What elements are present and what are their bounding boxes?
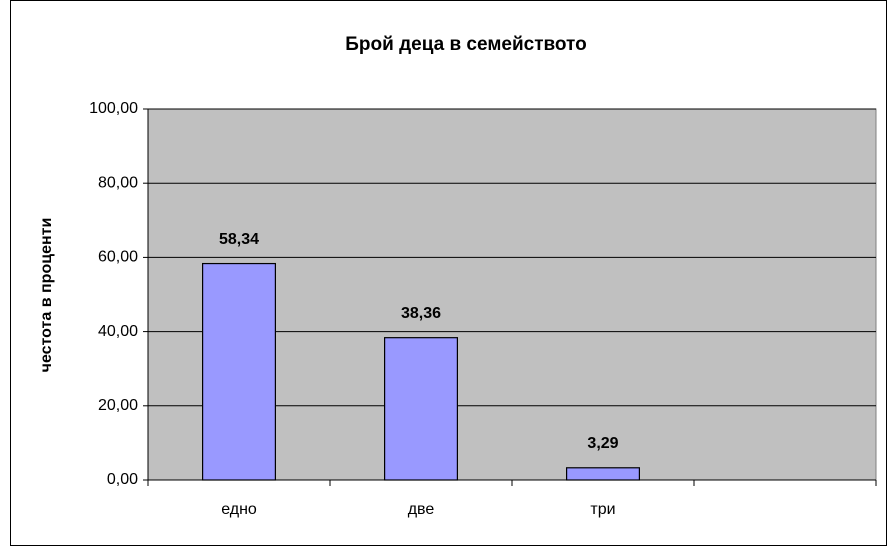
bar — [202, 262, 277, 481]
y-tick-label: 60,00 — [98, 249, 138, 266]
value-label: 38,36 — [401, 305, 441, 322]
chart-title: Брой деца в семейството — [345, 34, 586, 55]
y-tick-label: 100,00 — [89, 100, 138, 117]
y-axis-label: честота в проценти — [38, 218, 55, 373]
value-label: 3,29 — [587, 435, 618, 452]
y-tick-label: 40,00 — [98, 323, 138, 340]
y-tick-label: 0,00 — [107, 471, 138, 488]
bar — [384, 337, 459, 481]
bar — [565, 467, 640, 481]
x-tick-label: две — [408, 501, 435, 518]
x-tick-label: едно — [221, 501, 257, 518]
y-tick-label: 20,00 — [98, 397, 138, 414]
value-label: 58,34 — [219, 231, 259, 248]
y-tick-label: 80,00 — [98, 174, 138, 191]
x-tick-label: три — [590, 501, 615, 518]
